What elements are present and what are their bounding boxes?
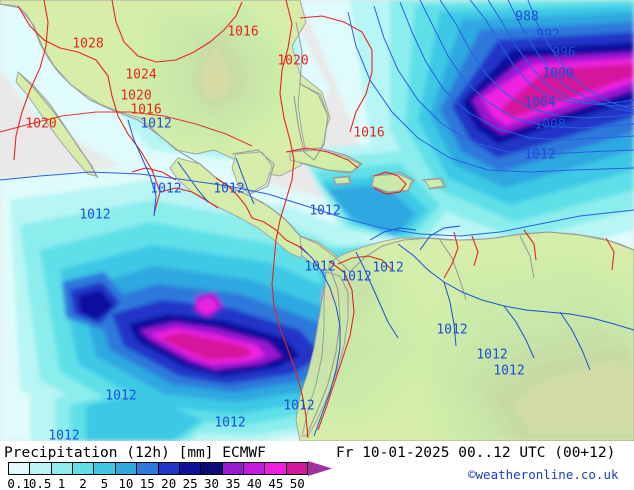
coastline-layer [0, 3, 634, 437]
colorbar-tick-0.1: 0.1 [7, 476, 30, 490]
map-footer: Precipitation (12h) [mm] ECMWF Fr 10-01-… [0, 441, 634, 490]
isobar-contour-layer [0, 0, 634, 237]
colorbar-tick-25: 25 [182, 476, 198, 490]
colorbar-segment-1 [51, 463, 74, 474]
colorbar-segment-5 [94, 463, 116, 474]
copyright-link[interactable]: ©weatheronline.co.uk [468, 467, 619, 482]
colorbar-segment-15 [137, 463, 159, 474]
colorbar-segment-25 [179, 463, 202, 474]
colorbar-tick-15: 15 [139, 476, 155, 490]
colorbar-tick-2: 2 [79, 476, 87, 490]
colorbar-segment-35 [222, 463, 244, 474]
colorbar-tick-35: 35 [225, 476, 241, 490]
map-canvas [0, 0, 634, 441]
colorbar-segment-50 [286, 463, 308, 474]
colorbar-overflow-arrow [308, 461, 332, 476]
map-title: Precipitation (12h) [mm] ECMWF [4, 445, 266, 461]
colorbar-segment-0.1 [9, 463, 31, 474]
isobar-gulf-layer [0, 111, 253, 147]
colorbar-segment-30 [201, 463, 223, 474]
colorbar-tick-50: 50 [289, 476, 305, 490]
colorbar-tick-1: 1 [57, 476, 66, 490]
forecast-timestamp: Fr 10-01-2025 00..12 UTC (00+12) [336, 445, 616, 461]
colorbar-tick-30: 30 [204, 476, 220, 490]
colorbar-segment-20 [158, 463, 180, 474]
colorbar-tick-labels: 0.1 0.5 1 2 5 10 15 20 25 30 35 40 45 50 [0, 476, 340, 490]
colorbar-tick-40: 40 [246, 476, 262, 490]
colorbar-tick-5: 5 [100, 476, 109, 490]
colorbar-segment-0.5 [30, 463, 52, 474]
colorbar-segment-40 [243, 463, 266, 474]
colorbar-segment-45 [265, 463, 287, 474]
precipitation-map[interactable]: 1028 1020 1024 1020 1016 1016 1016 1020 1012 1012… [0, 0, 634, 441]
colorbar-segment-10 [115, 463, 138, 474]
colorbar-tick-10: 10 [118, 476, 134, 490]
colorbar-tick-0.5: 0.5 [28, 476, 52, 490]
colorbar-segment-2 [73, 463, 95, 474]
colorbar-tick-45: 45 [268, 476, 284, 490]
colorbar-tick-20: 20 [161, 476, 177, 490]
precipitation-colorbar[interactable] [8, 462, 308, 475]
